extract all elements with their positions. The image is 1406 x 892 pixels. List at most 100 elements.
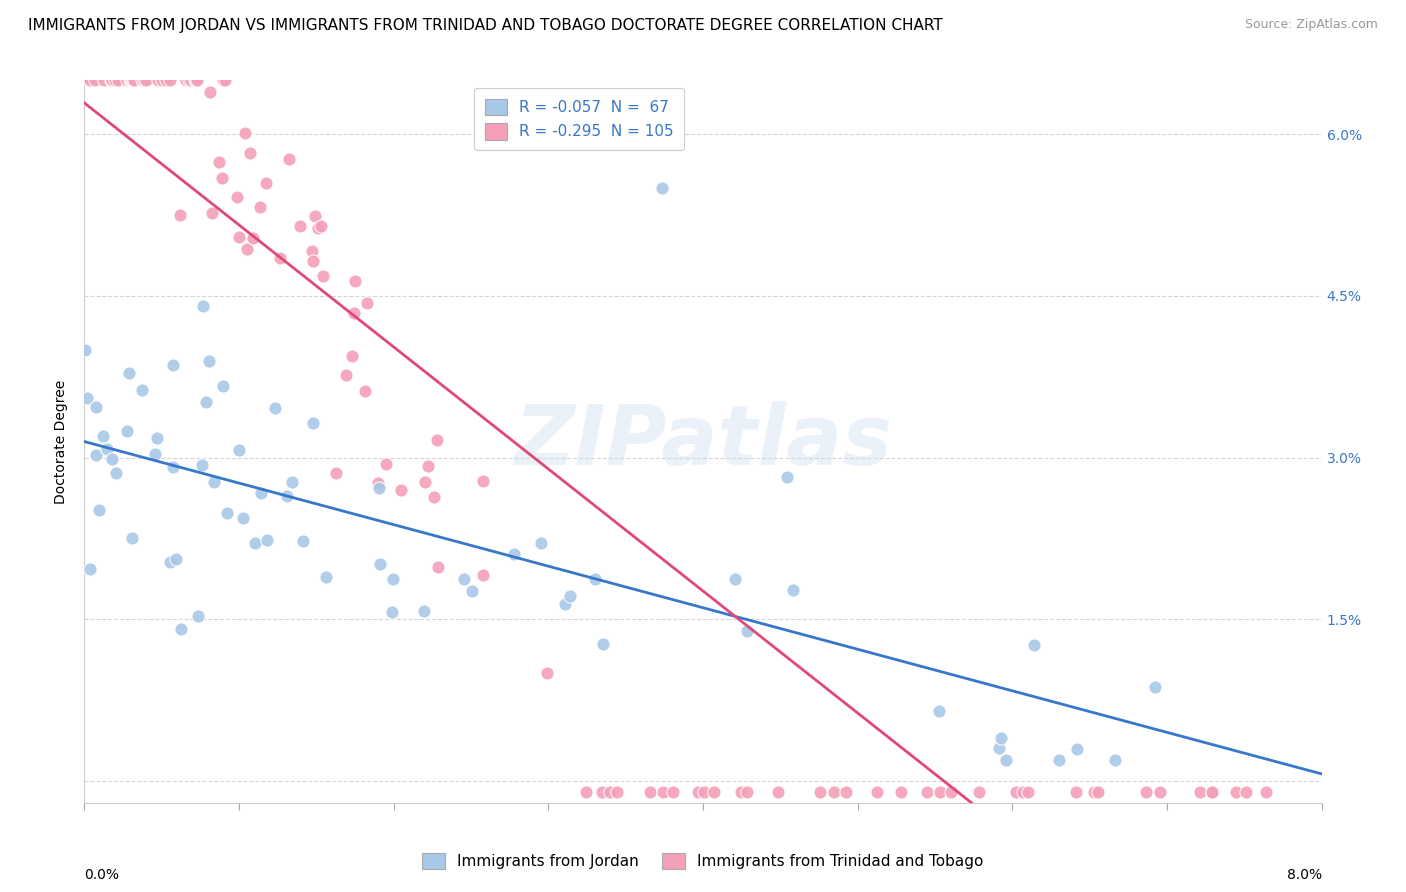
Point xyxy=(118,73,141,87)
Point xyxy=(343,274,366,288)
Point xyxy=(1012,785,1035,799)
Point xyxy=(730,785,752,799)
Point xyxy=(117,366,139,380)
Point xyxy=(145,432,167,446)
Point xyxy=(929,785,952,799)
Point xyxy=(356,295,378,310)
Point xyxy=(256,533,278,548)
Point xyxy=(1225,785,1247,799)
Point xyxy=(225,190,247,204)
Point xyxy=(233,126,256,140)
Point xyxy=(368,481,391,495)
Text: 8.0%: 8.0% xyxy=(1286,868,1322,881)
Point xyxy=(599,785,621,799)
Point xyxy=(554,597,576,611)
Point xyxy=(79,73,101,87)
Point xyxy=(93,73,115,87)
Point xyxy=(193,299,215,313)
Point xyxy=(335,368,357,382)
Point xyxy=(239,146,262,161)
Point xyxy=(190,458,212,473)
Point xyxy=(1104,753,1126,767)
Point xyxy=(502,547,524,561)
Point xyxy=(1149,785,1171,799)
Point xyxy=(245,535,267,549)
Point xyxy=(823,785,845,799)
Point xyxy=(536,666,558,681)
Point xyxy=(340,349,363,363)
Point xyxy=(661,785,683,799)
Point xyxy=(575,785,598,799)
Point xyxy=(228,229,250,244)
Point xyxy=(121,531,143,545)
Point xyxy=(280,475,302,489)
Point xyxy=(591,785,613,799)
Point xyxy=(1066,742,1088,756)
Point xyxy=(453,572,475,586)
Point xyxy=(1024,638,1046,652)
Point xyxy=(276,489,298,503)
Point xyxy=(202,475,225,489)
Point xyxy=(766,785,789,799)
Point xyxy=(217,507,239,521)
Point xyxy=(187,608,209,623)
Point xyxy=(471,567,494,582)
Point xyxy=(195,394,218,409)
Point xyxy=(560,589,582,603)
Point xyxy=(100,73,122,87)
Point xyxy=(928,704,950,718)
Point xyxy=(967,785,990,799)
Point xyxy=(249,201,271,215)
Legend: R = -0.057  N =  67, R = -0.295  N = 105: R = -0.057 N = 67, R = -0.295 N = 105 xyxy=(474,88,685,150)
Point xyxy=(651,785,673,799)
Point xyxy=(301,244,323,258)
Point xyxy=(688,785,710,799)
Point xyxy=(1047,753,1070,767)
Point xyxy=(1201,785,1223,799)
Point xyxy=(640,785,662,799)
Point xyxy=(208,155,231,169)
Point xyxy=(201,205,224,219)
Point xyxy=(184,73,207,87)
Point xyxy=(242,230,264,244)
Point xyxy=(197,354,219,368)
Point xyxy=(100,73,122,87)
Point xyxy=(121,73,143,87)
Point xyxy=(278,152,301,166)
Point xyxy=(776,470,799,484)
Point xyxy=(146,73,169,87)
Point xyxy=(471,474,494,488)
Point xyxy=(724,572,747,586)
Point xyxy=(104,73,127,87)
Point xyxy=(1135,785,1157,799)
Point xyxy=(131,383,153,397)
Point xyxy=(96,442,118,457)
Point xyxy=(232,510,254,524)
Point xyxy=(211,171,233,186)
Text: IMMIGRANTS FROM JORDAN VS IMMIGRANTS FROM TRINIDAD AND TOBAGO DOCTORATE DEGREE C: IMMIGRANTS FROM JORDAN VS IMMIGRANTS FRO… xyxy=(28,18,943,33)
Point xyxy=(1234,785,1257,799)
Point xyxy=(236,242,259,256)
Point xyxy=(990,731,1012,746)
Point xyxy=(994,753,1017,767)
Point xyxy=(155,73,177,87)
Point xyxy=(1017,785,1039,799)
Point xyxy=(84,73,107,87)
Point xyxy=(264,401,287,416)
Point xyxy=(186,73,208,87)
Point xyxy=(1064,785,1087,799)
Point xyxy=(1201,785,1223,799)
Point xyxy=(735,624,758,638)
Point xyxy=(325,467,347,481)
Point xyxy=(91,429,114,443)
Point xyxy=(159,555,181,569)
Text: 0.0%: 0.0% xyxy=(84,868,120,881)
Point xyxy=(150,73,173,87)
Point xyxy=(132,73,155,87)
Point xyxy=(169,208,191,222)
Point xyxy=(165,552,187,566)
Point xyxy=(135,73,157,87)
Point xyxy=(291,533,314,548)
Point xyxy=(782,583,804,598)
Point xyxy=(585,573,607,587)
